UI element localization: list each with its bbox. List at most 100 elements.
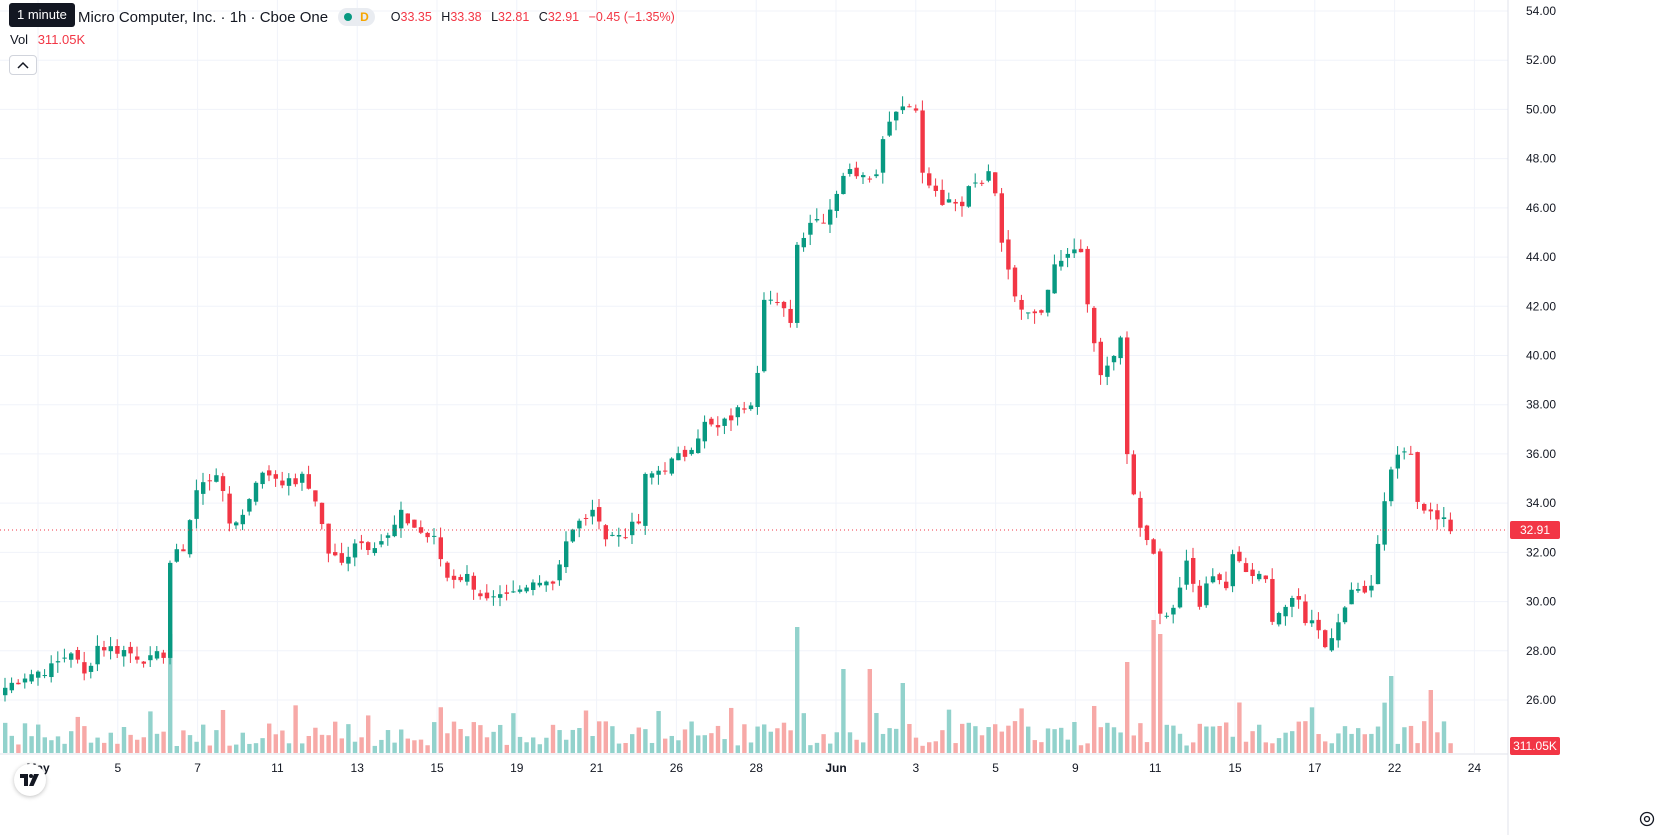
candle-body — [854, 167, 859, 177]
candle-body — [333, 552, 338, 556]
gear-icon[interactable] — [1638, 810, 1656, 828]
collapse-legend-button[interactable] — [9, 55, 37, 75]
candle-body — [795, 244, 800, 323]
volume-bar — [1171, 725, 1176, 753]
volume-bar — [616, 743, 622, 753]
candle-body — [385, 535, 391, 538]
volume-bar — [610, 726, 615, 753]
candle-body — [286, 478, 292, 486]
price-tick-label: 38.00 — [1526, 398, 1556, 412]
candle-body — [1270, 578, 1275, 622]
volume-bar — [405, 738, 410, 753]
candle-body — [300, 473, 305, 483]
candle-body — [597, 507, 602, 522]
volume-bar — [583, 710, 589, 753]
volume-bar — [1131, 735, 1136, 753]
candle-body — [544, 581, 549, 586]
volume-bar — [1349, 733, 1354, 753]
candle-body — [742, 408, 747, 410]
candle-body — [326, 523, 331, 554]
volume-bar — [1402, 727, 1407, 753]
candle-body — [366, 542, 371, 551]
volume-bar — [1395, 743, 1400, 753]
volume-bar — [867, 669, 872, 753]
candle-body — [1052, 264, 1057, 294]
volume-bar — [649, 742, 655, 753]
volume-bar — [451, 721, 457, 753]
candle-body — [306, 474, 311, 489]
market-status-pill[interactable]: D — [338, 8, 375, 26]
tradingview-logo-icon[interactable] — [14, 764, 46, 796]
time-tick-label: 15 — [430, 761, 444, 775]
ohlc-high-key: H — [441, 10, 451, 24]
volume-bar — [927, 742, 932, 753]
volume-bar — [570, 729, 575, 753]
candle-body — [927, 173, 932, 186]
candle-body — [128, 646, 133, 654]
candle-body — [913, 108, 919, 111]
volume-bar — [194, 741, 199, 753]
volume-bar — [3, 722, 8, 753]
candle-body — [762, 299, 767, 372]
volume-bar — [953, 743, 958, 753]
candle-body — [1389, 469, 1394, 502]
volume-bar — [1144, 742, 1150, 753]
price-tick-label: 32.00 — [1526, 545, 1556, 559]
candle-body — [1118, 337, 1123, 359]
candle-body — [425, 532, 430, 538]
candle-body — [1177, 587, 1183, 608]
candle-body — [663, 470, 668, 472]
volume-bar — [108, 732, 113, 753]
time-tick-label: 11 — [271, 761, 284, 775]
candle-body — [808, 222, 813, 235]
candle-body — [260, 472, 265, 485]
volume-bar — [154, 733, 160, 753]
candle-body — [1395, 454, 1400, 469]
volume-bar — [993, 724, 998, 753]
chart-title[interactable]: Micro Computer, Inc. · 1h · Cboe One — [78, 8, 329, 26]
volume-bar — [900, 683, 905, 753]
volume-bar — [1224, 722, 1229, 753]
time-tick-label: 19 — [510, 761, 524, 775]
volume-bar — [715, 725, 721, 753]
candle-body — [973, 182, 978, 184]
candle-body — [828, 209, 833, 225]
volume-bar — [22, 723, 28, 753]
volume-bar — [531, 737, 536, 753]
time-tick-label: 9 — [1072, 761, 1079, 775]
candle-body — [867, 178, 872, 180]
volume-bar — [260, 738, 265, 753]
price-tick-label: 36.00 — [1526, 447, 1556, 461]
volume-bar — [498, 724, 503, 753]
candle-body — [1144, 525, 1150, 541]
candle-body — [1316, 619, 1321, 631]
candle-body — [187, 520, 193, 555]
volume-bar — [42, 737, 47, 753]
volume-bar — [1032, 740, 1037, 753]
volume-bar — [1197, 723, 1202, 753]
candle-body — [451, 575, 457, 580]
candle-body — [1151, 539, 1156, 554]
candle-body — [1349, 589, 1354, 605]
candle-body — [689, 449, 694, 455]
volume-bar — [524, 742, 529, 753]
volume-bar — [418, 739, 424, 753]
candle-body — [1032, 311, 1037, 314]
volume-bar — [1210, 726, 1216, 753]
volume-bar — [1092, 705, 1097, 753]
volume-bar — [319, 734, 325, 753]
volume-bar — [1026, 726, 1031, 753]
candle-body — [1382, 501, 1387, 545]
candle-body — [874, 174, 879, 177]
volume-bar — [762, 724, 767, 753]
price-tick-label: 44.00 — [1526, 250, 1556, 264]
volume-bar — [148, 711, 153, 753]
volume-bar — [1177, 733, 1183, 753]
volume-bar — [141, 737, 146, 753]
candle-body — [1362, 585, 1367, 593]
candle-body — [517, 589, 523, 592]
volume-bar — [352, 741, 358, 753]
volume-label[interactable]: Vol — [10, 32, 29, 47]
candle-body — [900, 106, 905, 111]
